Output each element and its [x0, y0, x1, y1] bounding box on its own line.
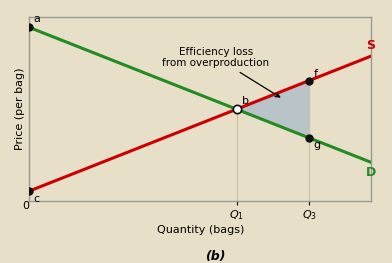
- Text: b: b: [242, 96, 249, 106]
- X-axis label: Quantity (bags): Quantity (bags): [156, 225, 244, 235]
- Text: g: g: [313, 140, 320, 150]
- Text: Efficiency loss
from overproduction: Efficiency loss from overproduction: [162, 47, 279, 97]
- Text: f: f: [313, 69, 317, 79]
- Text: a: a: [33, 14, 40, 24]
- Text: 0: 0: [22, 201, 29, 211]
- Text: (b): (b): [205, 250, 226, 263]
- Y-axis label: Price (per bag): Price (per bag): [15, 68, 25, 150]
- Polygon shape: [236, 80, 309, 138]
- Text: S: S: [366, 39, 375, 52]
- Text: D: D: [366, 165, 376, 179]
- Text: c: c: [33, 194, 40, 204]
